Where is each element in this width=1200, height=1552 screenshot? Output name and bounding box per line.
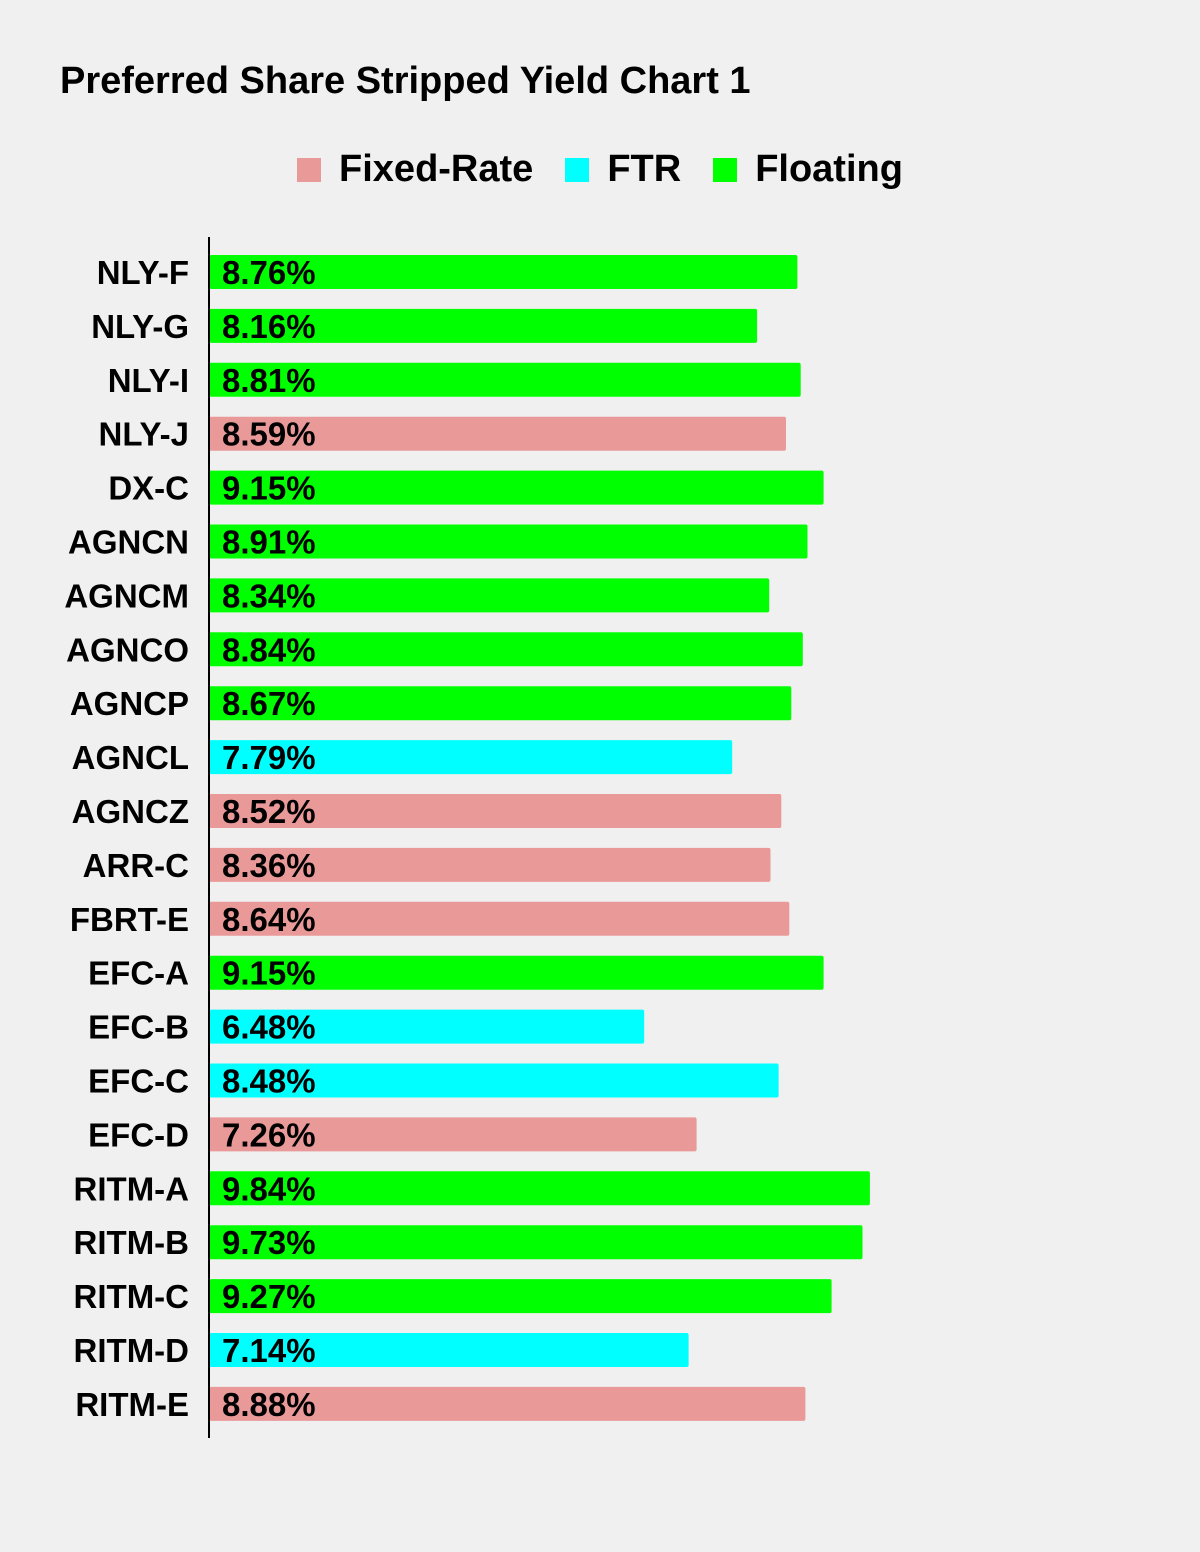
bar-nly-i (209, 362, 801, 397)
category-label-efc-d: EFC-D (88, 1116, 189, 1153)
data-label-agncz: 8.52% (222, 793, 316, 830)
category-label-nly-f: NLY-F (97, 254, 189, 291)
bar-nly-j (209, 416, 786, 451)
bars-group (209, 255, 870, 1421)
bar-ritm-e (209, 1386, 806, 1421)
data-label-arr-c: 8.36% (222, 847, 316, 884)
data-labels-group: 8.76% 8.16% 8.81% 8.59% 9.15% 8.91% 8.34% 8.84%… (222, 254, 316, 1423)
data-label-ritm-a: 9.84% (222, 1170, 316, 1207)
bar-nly-f (209, 255, 798, 289)
data-label-ritm-d: 7.14% (222, 1332, 316, 1369)
category-label-efc-c: EFC-C (88, 1063, 189, 1100)
bar-agncz (209, 794, 782, 828)
legend-item-ftr: FTR (565, 148, 681, 191)
bar-ritm-d (209, 1333, 689, 1367)
data-label-ritm-c: 9.27% (222, 1278, 316, 1315)
data-label-nly-i: 8.81% (222, 362, 316, 399)
data-label-dx-c: 9.15% (222, 470, 316, 507)
legend-item-floating: Floating (713, 148, 903, 191)
category-label-ritm-e: RITM-E (75, 1386, 189, 1423)
category-label-ritm-b: RITM-B (74, 1224, 189, 1261)
bar-efc-d (209, 1117, 697, 1152)
data-label-agncp: 8.67% (222, 685, 316, 722)
category-label-nly-j: NLY-J (99, 416, 190, 453)
bar-efc-c (209, 1063, 779, 1098)
data-label-efc-a: 9.15% (222, 955, 316, 992)
data-label-agncm: 8.34% (222, 577, 316, 614)
bar-efc-a (209, 955, 824, 990)
data-label-efc-b: 6.48% (222, 1009, 316, 1046)
bar-agncl (209, 740, 733, 775)
data-label-agncl: 7.79% (222, 739, 316, 776)
category-label-ritm-a: RITM-A (74, 1170, 189, 1207)
bar-ritm-a (209, 1171, 870, 1206)
data-label-nly-g: 8.16% (222, 308, 316, 345)
bar-arr-c (209, 847, 771, 882)
data-label-efc-d: 7.26% (222, 1116, 316, 1153)
legend-swatch (565, 157, 590, 182)
category-label-nly-g: NLY-G (91, 308, 189, 345)
bar-agncn (209, 524, 808, 559)
category-label-agncn: AGNCN (68, 524, 189, 561)
category-label-agncl: AGNCL (72, 739, 189, 776)
data-label-ritm-e: 8.88% (222, 1386, 316, 1423)
category-label-fbrt-e: FBRT-E (70, 901, 189, 938)
legend: Fixed-Rate FTR Floating (0, 148, 1200, 191)
bar-dx-c (209, 470, 824, 505)
legend-swatch (713, 157, 738, 182)
category-label-agnco: AGNCO (66, 631, 189, 668)
bar-fbrt-e (209, 901, 790, 936)
chart-title: Preferred Share Stripped Yield Chart 1 (60, 60, 751, 102)
data-label-nly-j: 8.59% (222, 416, 316, 453)
category-label-ritm-d: RITM-D (74, 1332, 189, 1369)
bar-agncm (209, 578, 770, 613)
category-labels-group: NLY-F NLY-G NLY-I NLY-J DX-C AGNCN AGNCM AGNCO A… (64, 254, 189, 1423)
category-label-nly-i: NLY-I (108, 362, 189, 399)
category-label-efc-b: EFC-B (88, 1009, 189, 1046)
data-label-nly-f: 8.76% (222, 254, 316, 291)
category-label-agncz: AGNCZ (72, 793, 189, 830)
bar-agncp (209, 686, 792, 721)
legend-swatch (297, 157, 322, 182)
bar-agnco (209, 632, 803, 667)
legend-item-fixed-rate: Fixed-Rate (297, 148, 533, 191)
category-label-ritm-c: RITM-C (74, 1278, 189, 1315)
data-label-fbrt-e: 8.64% (222, 901, 316, 938)
bar-nly-g (209, 308, 758, 343)
data-label-agnco: 8.84% (222, 631, 316, 668)
data-label-ritm-b: 9.73% (222, 1224, 316, 1261)
category-label-dx-c: DX-C (108, 470, 189, 507)
legend-label: Fixed-Rate (339, 148, 534, 190)
data-label-efc-c: 8.48% (222, 1063, 316, 1100)
bar-ritm-c (209, 1279, 832, 1314)
category-label-agncp: AGNCP (70, 685, 189, 722)
legend-label: FTR (607, 148, 682, 190)
category-label-agncm: AGNCM (64, 577, 189, 614)
bar-efc-b (209, 1009, 645, 1044)
category-label-efc-a: EFC-A (88, 955, 189, 992)
data-label-agncn: 8.91% (222, 524, 316, 561)
legend-label: Floating (755, 148, 903, 190)
bar-ritm-b (209, 1225, 863, 1260)
category-label-arr-c: ARR-C (83, 847, 189, 884)
